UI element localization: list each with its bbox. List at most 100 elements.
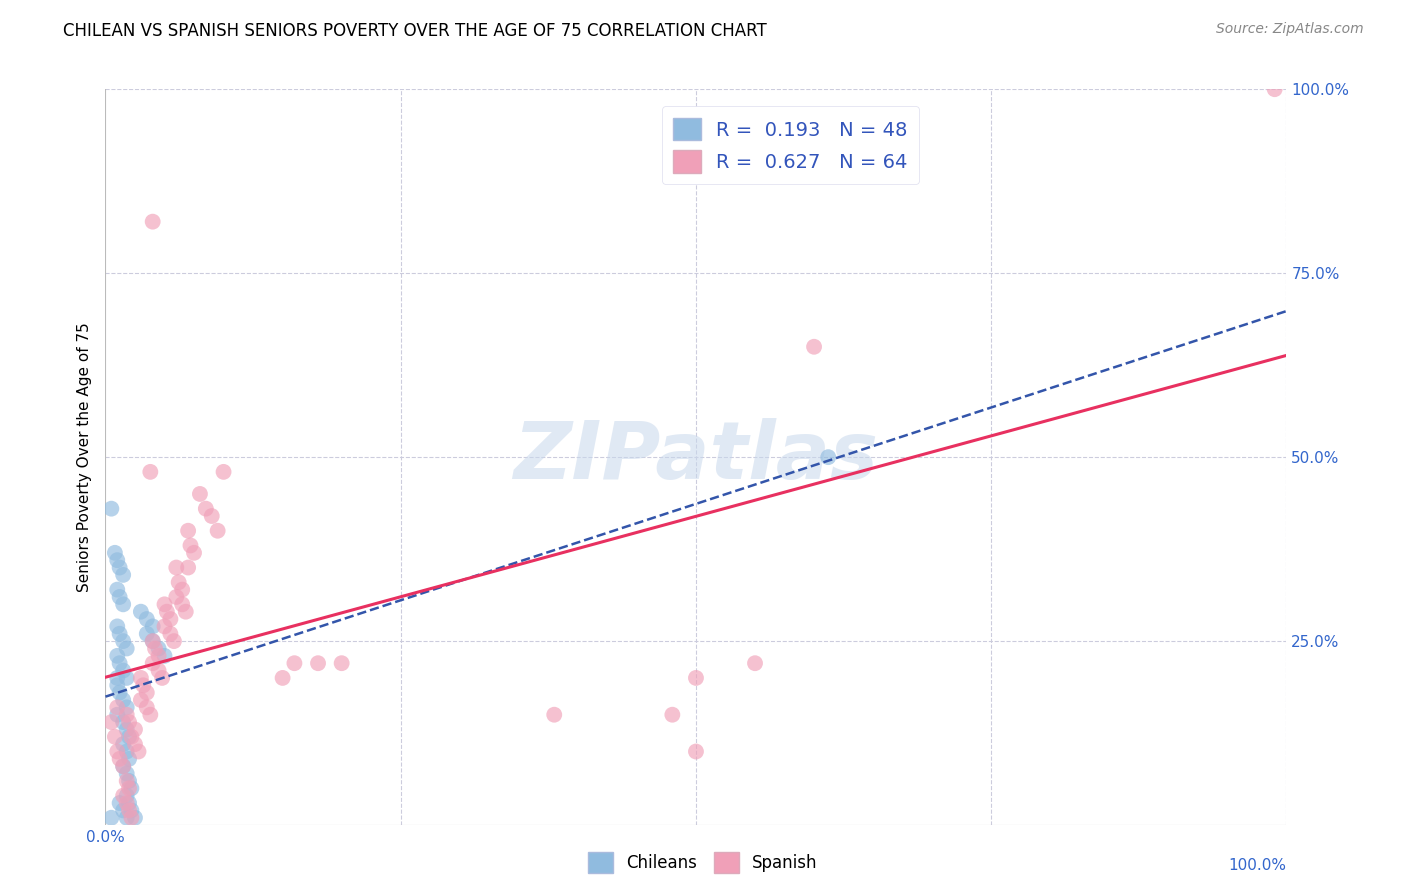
Text: 100.0%: 100.0% bbox=[1229, 858, 1286, 873]
Point bbox=[105, 671, 128, 685]
Point bbox=[105, 700, 128, 714]
Point bbox=[803, 340, 825, 354]
Point bbox=[165, 590, 187, 604]
Point bbox=[661, 707, 683, 722]
Point bbox=[129, 693, 152, 707]
Point bbox=[108, 626, 131, 640]
Point bbox=[100, 715, 122, 730]
Point bbox=[112, 737, 135, 751]
Point bbox=[543, 707, 565, 722]
Point bbox=[148, 648, 170, 663]
Point bbox=[108, 560, 131, 574]
Point bbox=[142, 657, 165, 671]
Point bbox=[129, 605, 152, 619]
Point bbox=[115, 766, 138, 780]
Point bbox=[112, 664, 135, 678]
Point bbox=[112, 715, 135, 730]
Point bbox=[139, 465, 162, 479]
Y-axis label: Seniors Poverty Over the Age of 75: Seniors Poverty Over the Age of 75 bbox=[77, 322, 93, 592]
Point bbox=[201, 508, 224, 523]
Point bbox=[183, 546, 205, 560]
Point bbox=[105, 707, 128, 722]
Point bbox=[174, 605, 197, 619]
Point bbox=[108, 752, 131, 766]
Point bbox=[148, 641, 170, 656]
Point bbox=[115, 774, 138, 789]
Point bbox=[115, 707, 138, 722]
Point bbox=[153, 648, 176, 663]
Point bbox=[153, 619, 176, 633]
Point bbox=[108, 657, 131, 671]
Point bbox=[105, 619, 128, 633]
Point bbox=[135, 700, 157, 714]
Point bbox=[132, 678, 155, 692]
Point bbox=[142, 619, 165, 633]
Point bbox=[124, 723, 146, 737]
Point bbox=[156, 605, 179, 619]
Point bbox=[120, 730, 142, 744]
Point bbox=[105, 744, 128, 758]
Point bbox=[135, 626, 157, 640]
Text: CHILEAN VS SPANISH SENIORS POVERTY OVER THE AGE OF 75 CORRELATION CHART: CHILEAN VS SPANISH SENIORS POVERTY OVER … bbox=[63, 22, 768, 40]
Point bbox=[118, 715, 141, 730]
Point bbox=[817, 450, 839, 464]
Point bbox=[142, 215, 165, 229]
Point bbox=[100, 501, 122, 516]
Point bbox=[108, 686, 131, 700]
Point bbox=[105, 553, 128, 567]
Point bbox=[188, 487, 211, 501]
Point bbox=[159, 626, 181, 640]
Point bbox=[142, 634, 165, 648]
Text: ZIPatlas: ZIPatlas bbox=[513, 418, 879, 496]
Point bbox=[128, 744, 150, 758]
Point bbox=[159, 612, 181, 626]
Point bbox=[115, 700, 138, 714]
Point bbox=[172, 582, 194, 597]
Point bbox=[112, 759, 135, 773]
Point bbox=[194, 501, 217, 516]
Point bbox=[153, 598, 176, 612]
Point bbox=[118, 796, 141, 810]
Point bbox=[112, 759, 135, 773]
Point bbox=[165, 560, 187, 574]
Point bbox=[108, 590, 131, 604]
Point bbox=[112, 568, 135, 582]
Point bbox=[112, 789, 135, 803]
Point bbox=[120, 811, 142, 825]
Point bbox=[118, 804, 141, 818]
Point bbox=[177, 524, 200, 538]
Point bbox=[120, 781, 142, 796]
Point bbox=[685, 671, 707, 685]
Point bbox=[129, 671, 152, 685]
Point bbox=[115, 641, 138, 656]
Point bbox=[150, 671, 173, 685]
Point bbox=[148, 664, 170, 678]
Point bbox=[115, 744, 138, 758]
Point bbox=[118, 752, 141, 766]
Point bbox=[271, 671, 294, 685]
Point bbox=[118, 774, 141, 789]
Point bbox=[212, 465, 235, 479]
Point bbox=[172, 598, 194, 612]
Point bbox=[124, 811, 146, 825]
Point bbox=[100, 811, 122, 825]
Point bbox=[177, 560, 200, 574]
Point bbox=[135, 686, 157, 700]
Point bbox=[163, 634, 186, 648]
Point bbox=[118, 781, 141, 796]
Point bbox=[120, 804, 142, 818]
Point bbox=[307, 657, 329, 671]
Point bbox=[115, 671, 138, 685]
Point bbox=[118, 730, 141, 744]
Point bbox=[105, 648, 128, 663]
Point bbox=[115, 723, 138, 737]
Point bbox=[685, 744, 707, 758]
Point bbox=[115, 796, 138, 810]
Point bbox=[112, 804, 135, 818]
Point bbox=[104, 730, 127, 744]
Point bbox=[105, 582, 128, 597]
Point bbox=[115, 811, 138, 825]
Point bbox=[207, 524, 229, 538]
Point bbox=[744, 657, 766, 671]
Point bbox=[179, 538, 201, 552]
